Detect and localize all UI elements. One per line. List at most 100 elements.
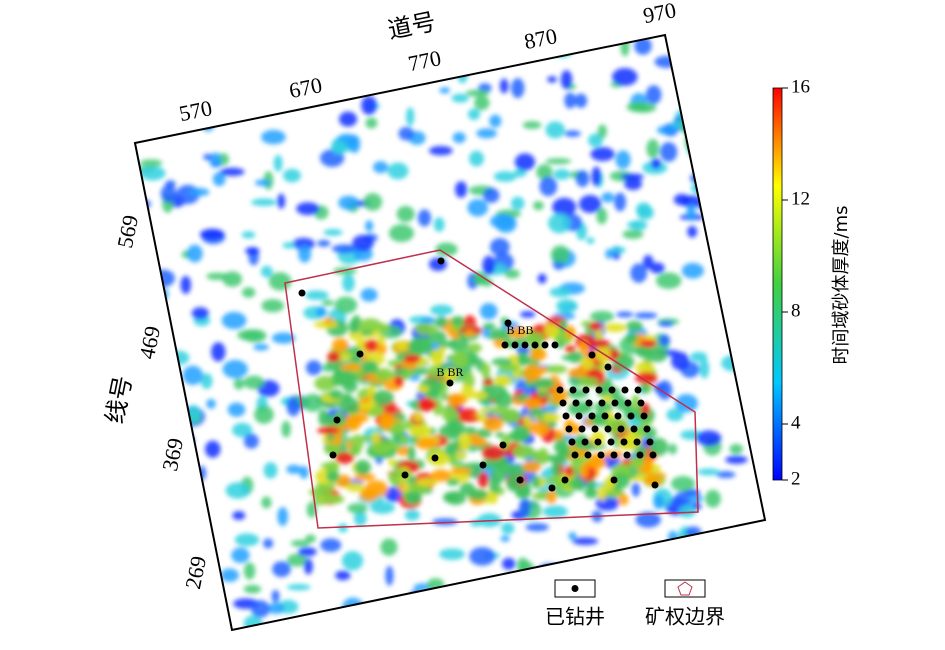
field-blob bbox=[232, 511, 246, 521]
field-blob bbox=[233, 378, 245, 390]
field-blob bbox=[467, 108, 481, 121]
well bbox=[651, 481, 659, 489]
field-blob bbox=[308, 487, 333, 497]
field-blob bbox=[420, 317, 436, 324]
field-blob bbox=[277, 507, 289, 526]
field-blob bbox=[155, 126, 165, 134]
field-blob bbox=[333, 370, 358, 387]
field-blob bbox=[506, 464, 526, 478]
field-blob bbox=[161, 546, 179, 559]
field-blob bbox=[476, 428, 492, 439]
trace-tick-label: 670 bbox=[287, 72, 324, 103]
field-blob bbox=[495, 431, 504, 438]
well bbox=[607, 438, 615, 446]
well bbox=[636, 451, 644, 459]
well bbox=[649, 451, 657, 459]
field-blob bbox=[335, 570, 351, 581]
field-blob bbox=[564, 344, 576, 353]
map-frame bbox=[133, 33, 767, 632]
field-blob bbox=[753, 405, 765, 412]
field-blob bbox=[730, 94, 746, 104]
field-blob bbox=[568, 532, 577, 540]
well bbox=[646, 438, 654, 446]
field-blob bbox=[556, 446, 571, 459]
well bbox=[610, 476, 618, 484]
field-blob bbox=[306, 501, 317, 518]
field-blob bbox=[731, 312, 753, 321]
field-blob bbox=[589, 339, 611, 348]
field-blob bbox=[253, 53, 272, 62]
field-blob bbox=[567, 351, 584, 364]
well bbox=[627, 412, 635, 420]
field-blob bbox=[496, 334, 512, 341]
well bbox=[640, 412, 648, 420]
field-blob bbox=[655, 272, 682, 289]
field-blob bbox=[243, 433, 259, 449]
field-blob bbox=[615, 150, 631, 169]
field-blob bbox=[299, 465, 309, 479]
field-blob bbox=[548, 213, 571, 234]
well bbox=[569, 386, 577, 394]
field-blob bbox=[385, 565, 394, 586]
field-blob bbox=[645, 85, 662, 105]
field-blob bbox=[403, 354, 421, 364]
field-blob bbox=[159, 86, 176, 104]
field-blob bbox=[522, 121, 542, 130]
field-blob bbox=[501, 522, 515, 535]
field-blob bbox=[446, 419, 466, 436]
field-blob bbox=[272, 561, 291, 578]
legend-well-symbol bbox=[571, 585, 579, 592]
field-blob bbox=[658, 320, 674, 327]
field-blob bbox=[349, 414, 369, 423]
field-blob bbox=[409, 367, 431, 376]
field-blob bbox=[352, 234, 374, 252]
field-blob bbox=[327, 351, 341, 363]
field-blob bbox=[610, 246, 626, 254]
field-blob bbox=[640, 339, 657, 348]
line-tick-label: 469 bbox=[134, 324, 165, 361]
field-blob bbox=[370, 501, 395, 514]
field-blob bbox=[742, 617, 765, 629]
field-blob bbox=[735, 251, 760, 269]
field-blob bbox=[251, 198, 277, 207]
colorbar bbox=[772, 87, 783, 481]
field-blob bbox=[245, 247, 260, 255]
field-blob bbox=[733, 258, 744, 273]
field-blob bbox=[135, 55, 157, 74]
field-blob bbox=[725, 455, 748, 464]
field-blob bbox=[220, 568, 239, 583]
field-blob bbox=[417, 209, 432, 227]
well bbox=[504, 319, 512, 327]
field-blob bbox=[335, 41, 358, 61]
field-blob bbox=[590, 147, 615, 162]
field-blob bbox=[231, 547, 250, 564]
line-axis-label: 线号 bbox=[101, 373, 138, 426]
colorbar-tick-label: 8 bbox=[791, 300, 801, 321]
field-blob bbox=[476, 128, 497, 139]
field-blob bbox=[537, 273, 547, 284]
field-blob bbox=[451, 350, 469, 368]
field-blob bbox=[650, 158, 662, 169]
field-blob bbox=[469, 150, 484, 167]
field-blob bbox=[434, 317, 449, 328]
field-blob bbox=[681, 195, 703, 208]
legend-boundary-symbol bbox=[677, 581, 693, 596]
well bbox=[621, 386, 629, 394]
field-blob bbox=[377, 335, 386, 346]
field-blob bbox=[557, 35, 575, 52]
field-blob bbox=[564, 130, 581, 137]
field-blob bbox=[536, 164, 553, 181]
field-blob bbox=[632, 564, 649, 580]
well bbox=[637, 399, 645, 407]
field-blob bbox=[701, 64, 716, 81]
colorbar-ticks: 2 4 8 12 16 bbox=[782, 76, 810, 489]
well bbox=[575, 412, 583, 420]
field-blob bbox=[315, 306, 327, 317]
field-blob bbox=[522, 460, 542, 473]
field-blob bbox=[283, 168, 302, 183]
legend-label: 矿权边界 bbox=[645, 605, 725, 629]
field-blob bbox=[404, 509, 420, 521]
field-blob bbox=[206, 52, 230, 66]
well bbox=[624, 399, 632, 407]
field-blob bbox=[675, 394, 698, 413]
